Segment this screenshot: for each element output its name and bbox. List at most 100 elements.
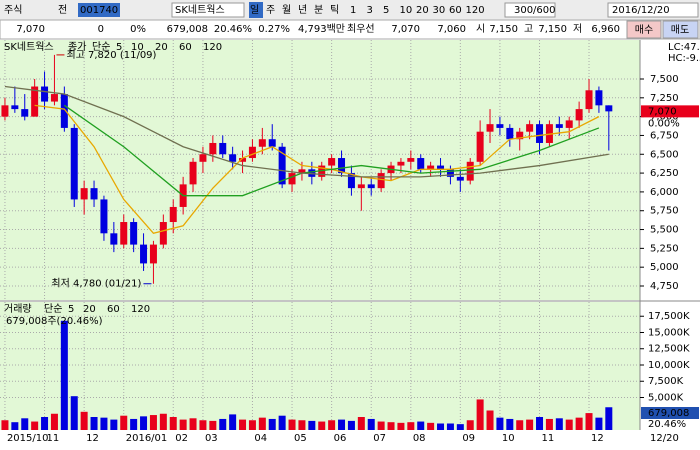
candle-body [31,86,39,117]
legend-entry: 120 [131,304,150,315]
last-price: 7,070 [648,106,677,117]
high-price: 7,150 [538,24,567,35]
quote-bar [0,19,700,40]
last-volume-box [641,407,699,419]
candle-body [41,86,49,102]
volume-bar [437,423,445,430]
volume-bar [318,421,326,430]
candle-body [328,158,336,166]
volume-bar [41,416,49,430]
open-price: 7,150 [489,24,518,35]
label[interactable]: 주식 [4,4,22,16]
volume-bar [308,420,316,430]
volume-bar [229,414,237,430]
date-input[interactable]: 2016/12/20 [612,5,670,16]
quote-field: 20.46% [214,24,252,35]
volume-bar [21,418,29,430]
volume-bar [110,419,118,430]
candle-body [417,158,425,170]
volume-bar [100,417,108,430]
code-box[interactable] [78,3,120,17]
candle-body [100,199,108,234]
candle-body [90,188,98,200]
y-tick-label: 7,250 [650,93,679,104]
volume-bar [248,420,256,430]
interval-button[interactable]: 30 [433,5,446,16]
volume-bar [357,416,365,430]
candle-body [526,124,534,132]
period-button[interactable]: 일 [250,4,259,16]
candle-body [140,244,148,264]
period-button[interactable]: 틱 [330,4,339,16]
candle-body [11,105,19,110]
candle-body [120,222,128,245]
x-tick-label: 06 [334,433,347,444]
buy-button[interactable] [626,20,662,39]
x-tick-label: 05 [294,433,307,444]
legend-entry: 5 [116,42,122,53]
interval-button[interactable]: 5 [383,5,389,16]
lc-label: LC:47.91 [668,42,700,53]
volume-bar [545,418,553,430]
interval-button[interactable]: 60 [449,5,462,16]
quote-field: 7,070 [16,24,45,35]
x-tick-label: 2015/10 [7,433,49,444]
period-button[interactable]: 주 [266,5,275,16]
x-tick-label: 12 [591,433,604,444]
y-tick-label: 12,500K [648,344,690,355]
sell-button[interactable] [662,20,699,39]
volume-bar [60,320,68,430]
interval-button[interactable]: 3 [367,5,373,16]
sell-button[interactable]: 매도 [671,24,689,36]
volume-bar [179,419,187,430]
volume-bar [377,421,385,430]
volume-bar [536,416,544,430]
interval-button[interactable]: 20 [416,5,429,16]
moving-average [63,104,600,197]
hc-label: HC:-9.59 [668,53,700,64]
count-input[interactable]: 300 [514,5,533,16]
candle-body [427,165,435,170]
label[interactable]: 전 [58,4,67,16]
volume-bar [169,416,177,430]
legend-entry: 60 [107,304,120,315]
volume-bar [80,411,88,430]
candle-body [575,109,583,121]
volume-subtitle: 679,008주(20.46%) [6,316,103,327]
period-button[interactable]: 년 [298,4,307,16]
code-input[interactable]: 001740 [80,5,118,16]
x-tick-label: 08 [413,433,426,444]
volume-bar [605,407,613,430]
period-button[interactable]: 분 [314,4,323,16]
candle-body [239,158,247,162]
period-selected [249,2,263,18]
interval-button[interactable]: 10 [400,5,413,16]
interval-button[interactable]: 1 [350,5,356,16]
buy-button[interactable]: 매수 [635,24,653,36]
volume-bar [516,420,524,430]
quote-field: 시 [476,23,485,35]
y-tick-label: 5,750 [650,206,679,217]
volume-bar [446,423,454,430]
quote-field: 7,070 [391,24,420,35]
volume-bar [50,413,58,430]
quote-field: 4,793백만 [298,23,345,35]
y-tick-label: 5,250 [650,243,679,254]
stock-name[interactable]: SK네트웍스 [175,4,225,16]
legend-entry: 20 [155,42,168,53]
interval-button[interactable]: 120 [466,5,485,16]
candle-body [248,146,256,159]
volume-bar [585,413,593,430]
candle-body [258,139,266,147]
volume-bar [506,418,514,430]
volume-bar [466,420,474,430]
x-tick-label: 02 [175,433,188,444]
quote-field: 최우선 [347,23,375,35]
volume-bar [496,417,504,430]
candle-body [377,173,385,189]
period-button[interactable]: 월 [282,4,291,16]
candle-body [357,184,365,189]
volume-bar [120,415,128,430]
candle-body [70,127,78,200]
